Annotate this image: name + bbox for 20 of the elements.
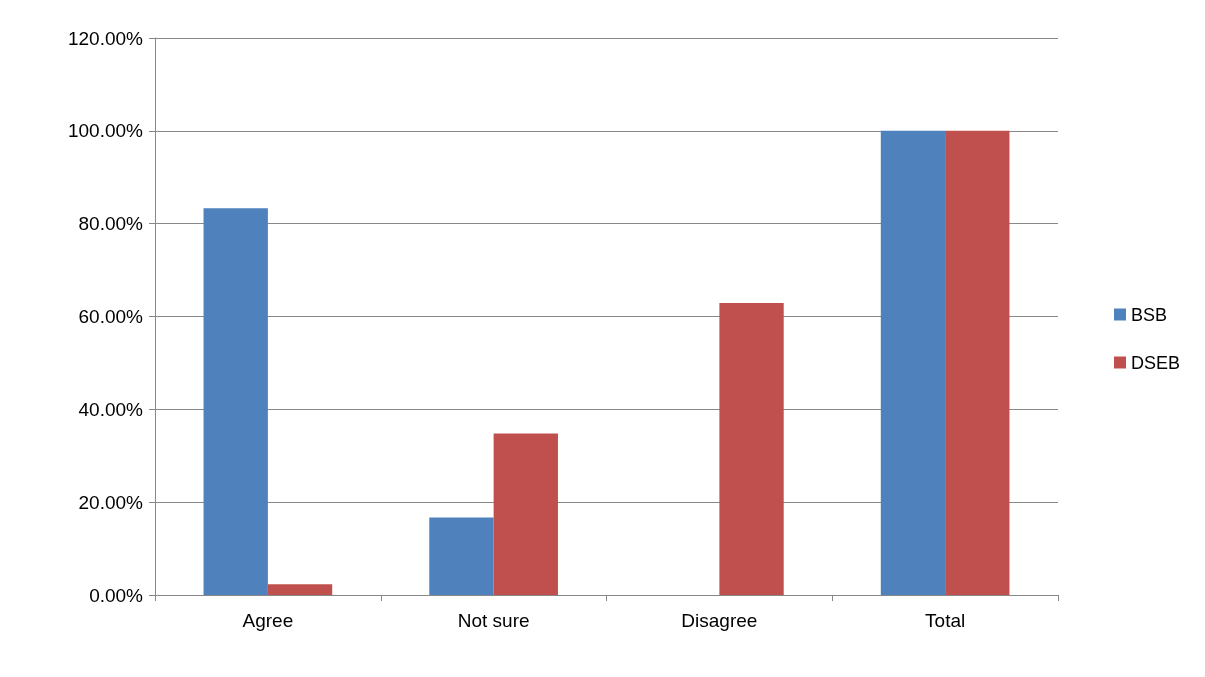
x-tick-label: Not sure [457,610,530,631]
bar [203,208,268,595]
y-tick-label: 100.00% [67,120,144,142]
x-tick-label: Total [925,610,966,631]
x-tick-label: Disagree [681,610,758,631]
y-tick-label: 60.00% [78,306,144,327]
x-tick-label: Agree [242,610,294,631]
y-tick-label: 80.00% [78,213,144,235]
bar [719,303,784,595]
legend-label: DSEB [1130,352,1181,373]
legend-label: BSB [1130,304,1168,325]
y-tick-label: 20.00% [78,491,144,513]
bar [945,130,1010,595]
bar [429,517,494,595]
y-tick-label: 0.00% [89,584,144,606]
bar [493,433,558,595]
bar [267,584,333,595]
bar [880,130,946,595]
y-tick-label: 40.00% [78,398,144,420]
y-tick-label: 120.00% [67,27,144,49]
